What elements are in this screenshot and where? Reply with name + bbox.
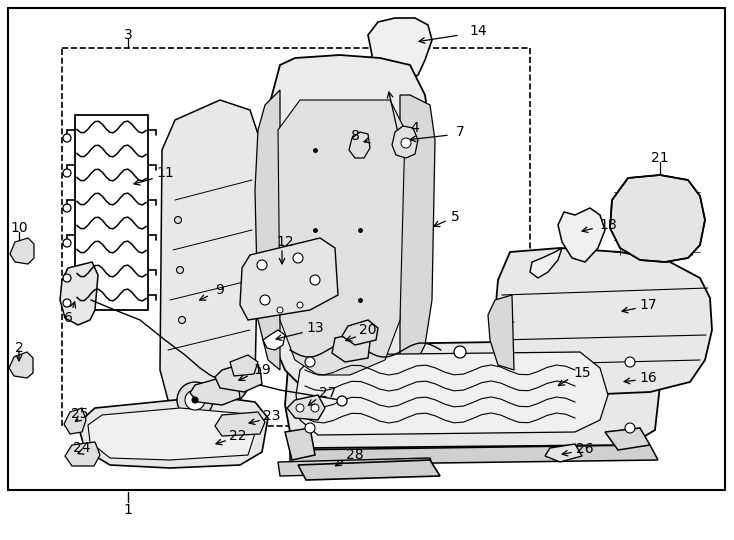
Text: 13: 13	[306, 321, 324, 335]
Polygon shape	[298, 460, 440, 480]
Circle shape	[63, 274, 71, 282]
Polygon shape	[278, 458, 435, 476]
Polygon shape	[605, 428, 650, 450]
Text: 19: 19	[253, 363, 271, 377]
Polygon shape	[9, 352, 33, 378]
Text: 17: 17	[639, 298, 657, 312]
Polygon shape	[285, 340, 660, 448]
Polygon shape	[365, 18, 432, 83]
Text: 18: 18	[599, 218, 617, 232]
Text: 23: 23	[264, 409, 280, 423]
Polygon shape	[75, 115, 148, 310]
Text: 1: 1	[123, 503, 132, 517]
Polygon shape	[545, 444, 582, 462]
Circle shape	[175, 217, 181, 224]
Text: 22: 22	[229, 429, 247, 443]
Circle shape	[454, 346, 466, 358]
Polygon shape	[495, 248, 712, 395]
Polygon shape	[190, 378, 240, 405]
Circle shape	[337, 396, 347, 406]
Text: 20: 20	[359, 323, 377, 337]
Text: 24: 24	[73, 441, 91, 455]
Circle shape	[185, 390, 205, 410]
Text: 4: 4	[410, 121, 419, 135]
Circle shape	[305, 357, 315, 367]
Circle shape	[63, 134, 71, 142]
Circle shape	[625, 357, 635, 367]
Text: 6: 6	[64, 311, 73, 325]
Circle shape	[311, 404, 319, 412]
Polygon shape	[296, 352, 608, 435]
Polygon shape	[610, 175, 705, 262]
Polygon shape	[342, 320, 378, 345]
Polygon shape	[160, 100, 260, 415]
Circle shape	[63, 299, 71, 307]
Text: 8: 8	[351, 129, 360, 143]
Polygon shape	[80, 398, 268, 468]
Text: 11: 11	[156, 166, 174, 180]
Circle shape	[293, 253, 303, 263]
Circle shape	[63, 169, 71, 177]
Text: 2: 2	[15, 341, 23, 355]
Text: 25: 25	[71, 407, 89, 421]
Polygon shape	[60, 262, 98, 325]
Text: 14: 14	[469, 24, 487, 38]
Polygon shape	[64, 408, 86, 434]
Polygon shape	[240, 238, 338, 320]
Polygon shape	[290, 445, 658, 465]
Circle shape	[176, 267, 184, 273]
Polygon shape	[88, 408, 256, 460]
Text: 26: 26	[576, 442, 594, 456]
Polygon shape	[278, 100, 405, 375]
Circle shape	[297, 302, 303, 308]
Circle shape	[192, 397, 198, 403]
Polygon shape	[265, 55, 430, 396]
Circle shape	[257, 260, 267, 270]
Polygon shape	[400, 95, 435, 370]
Circle shape	[177, 382, 213, 418]
Polygon shape	[488, 295, 514, 370]
Polygon shape	[285, 428, 315, 460]
Circle shape	[277, 307, 283, 313]
Text: 16: 16	[639, 371, 657, 385]
Polygon shape	[230, 355, 258, 376]
Text: 3: 3	[123, 28, 132, 42]
Polygon shape	[263, 330, 285, 350]
Polygon shape	[287, 395, 325, 420]
Polygon shape	[215, 412, 265, 436]
Circle shape	[401, 138, 411, 148]
Text: 28: 28	[346, 448, 364, 462]
Polygon shape	[10, 238, 34, 264]
Polygon shape	[332, 333, 370, 362]
Text: 5: 5	[451, 210, 459, 224]
Circle shape	[625, 423, 635, 433]
Circle shape	[305, 423, 315, 433]
Circle shape	[178, 316, 186, 323]
Polygon shape	[558, 208, 605, 262]
Text: 27: 27	[319, 386, 337, 400]
Circle shape	[63, 239, 71, 247]
Polygon shape	[392, 126, 418, 158]
Text: 15: 15	[573, 366, 591, 380]
Polygon shape	[530, 248, 562, 278]
Circle shape	[260, 295, 270, 305]
Text: 12: 12	[276, 235, 294, 249]
Circle shape	[63, 204, 71, 212]
Polygon shape	[215, 362, 262, 392]
Circle shape	[310, 275, 320, 285]
Polygon shape	[65, 442, 100, 466]
Circle shape	[296, 404, 304, 412]
Text: 21: 21	[651, 151, 669, 165]
Polygon shape	[349, 132, 370, 158]
Text: 9: 9	[216, 283, 225, 297]
Text: 7: 7	[456, 125, 465, 139]
Polygon shape	[255, 90, 280, 370]
Text: 10: 10	[10, 221, 28, 235]
